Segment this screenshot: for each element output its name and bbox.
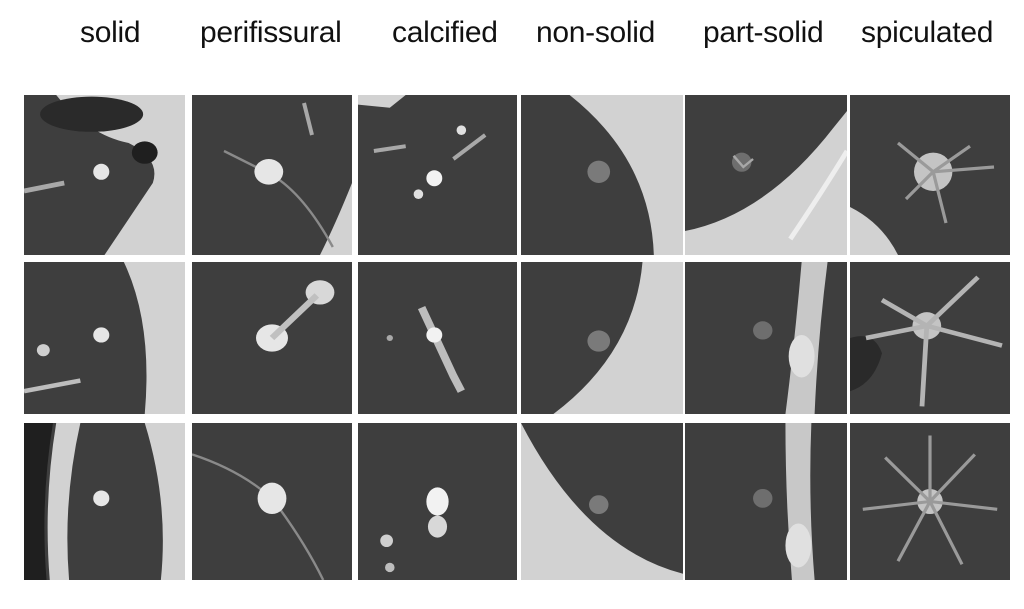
- tile-solid-1: [24, 95, 185, 255]
- tile-calcified-3: [358, 423, 517, 580]
- column-label-part-solid: part-solid: [703, 16, 824, 49]
- column-header-row: solid perifissural calcified non-solid p…: [0, 0, 1024, 95]
- tile-non-solid-1: [521, 95, 683, 255]
- column-label-non-solid: non-solid: [536, 16, 656, 49]
- tile-part-solid-2: [685, 262, 847, 414]
- column-label-solid: solid: [80, 16, 141, 49]
- tile-perifissural-1: [192, 95, 352, 255]
- column-label-spiculated: spiculated: [861, 16, 994, 49]
- tile-non-solid-2: [521, 262, 683, 414]
- tile-solid-3: [24, 423, 185, 580]
- tile-calcified-1: [358, 95, 517, 255]
- tile-spiculated-3: [850, 423, 1010, 580]
- tile-perifissural-3: [192, 423, 352, 580]
- tile-part-solid-1: [685, 95, 847, 255]
- tile-solid-2: [24, 262, 185, 414]
- tile-calcified-2: [358, 262, 517, 414]
- tile-part-solid-3: [685, 423, 847, 580]
- tile-spiculated-1: [850, 95, 1010, 255]
- tile-non-solid-3: [521, 423, 683, 580]
- column-label-calcified: calcified: [392, 16, 498, 49]
- tile-perifissural-2: [192, 262, 352, 414]
- column-label-perifissural: perifissural: [200, 16, 342, 49]
- tile-spiculated-2: [850, 262, 1010, 414]
